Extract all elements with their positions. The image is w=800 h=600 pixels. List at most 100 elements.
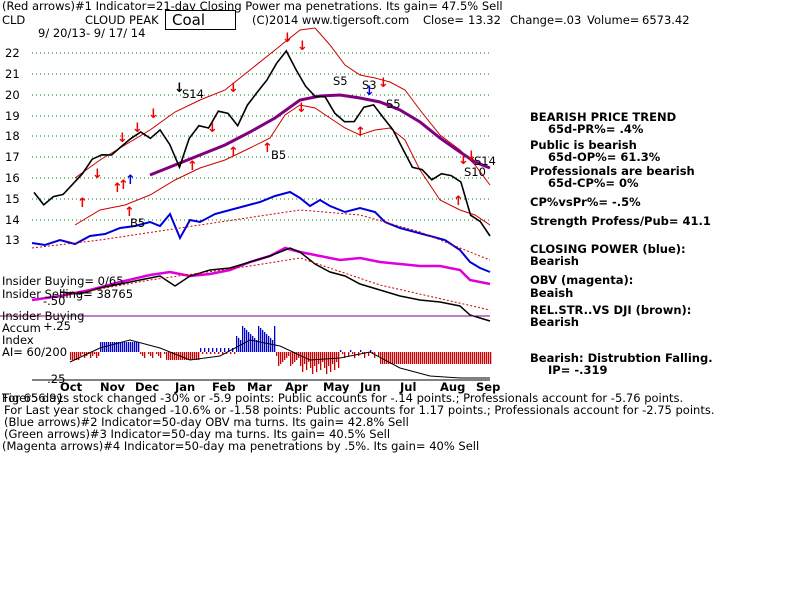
footer-line-4: (Green arrows)#3 Indicator=50-day ma tur… — [4, 427, 391, 441]
accum-bar — [444, 352, 446, 364]
accum-bar — [254, 338, 256, 352]
accum-bar — [198, 352, 200, 360]
accum-bar — [200, 348, 202, 352]
minus50-label: -.50 — [43, 294, 66, 308]
accum-bar — [132, 342, 134, 352]
change-value: .03 — [563, 13, 582, 27]
accum-bar — [110, 342, 112, 352]
accum-bar — [412, 352, 414, 364]
month-jul: Jul — [400, 380, 417, 394]
accum-bar — [122, 342, 124, 352]
accum-bar — [204, 348, 206, 352]
accum-bar — [490, 352, 492, 364]
accum-bar — [130, 342, 132, 352]
accum-bar — [476, 352, 478, 364]
accum-bar — [364, 352, 366, 358]
indicator-line-1: (Red arrows)#1 Indicator=21-day Closing … — [2, 0, 503, 13]
svg-text:↓: ↓ — [132, 121, 143, 136]
minus25-label: -.25 — [43, 372, 66, 386]
accum-bar — [448, 352, 450, 364]
accum-bar — [166, 352, 168, 360]
accum-bar — [168, 352, 170, 360]
ai-label: AI= 60/200 — [2, 345, 68, 359]
accum-bar — [272, 340, 274, 352]
plus25-label: +.25 — [43, 319, 71, 333]
accum-bar — [232, 348, 234, 352]
svg-text:↓: ↓ — [458, 153, 469, 168]
accum-bar — [158, 352, 160, 356]
accum-bar — [76, 352, 78, 360]
accum-bar — [144, 352, 146, 358]
accum-bar — [368, 352, 370, 356]
accum-bar — [222, 352, 224, 354]
distrib-title: Bearish: Distrubtion Falling. — [530, 351, 713, 365]
price-label-20: 20 — [5, 88, 20, 102]
price-label-15: 15 — [5, 192, 20, 206]
accum-bar — [236, 336, 238, 352]
accum-bar — [478, 352, 480, 364]
accum-bar — [336, 352, 338, 362]
accum-bar — [488, 352, 490, 364]
annot-s3: S3 — [362, 78, 377, 92]
accum-bar — [156, 352, 158, 354]
accum-bar — [234, 352, 236, 354]
insider-buying-label-2: Insider Buying — [2, 309, 85, 323]
svg-text:↓: ↓ — [297, 39, 308, 54]
accum-bar — [404, 352, 406, 364]
accum-bar — [324, 352, 326, 368]
accum-bar — [140, 352, 142, 354]
accum-bar — [174, 352, 176, 360]
accum-bar — [486, 352, 488, 364]
accum-bar — [452, 352, 454, 364]
accum-bar — [264, 332, 266, 352]
price-label-13: 13 — [5, 233, 20, 247]
svg-text:↑: ↑ — [112, 181, 123, 196]
accum-bar — [274, 326, 276, 352]
pr-value: 65d-PR%= .4% — [548, 122, 644, 136]
accum-bar — [464, 352, 466, 364]
accum-bar — [330, 352, 332, 372]
price-label-22: 22 — [5, 46, 20, 60]
accum-bar — [290, 352, 292, 366]
accum-bar — [424, 352, 426, 364]
obv-title: OBV (magenta): — [530, 273, 634, 287]
svg-text:↑: ↑ — [355, 125, 366, 140]
accum-ma — [69, 339, 490, 379]
accum-bar — [114, 342, 116, 352]
accum-bar — [458, 352, 460, 364]
accum-bar — [98, 352, 100, 356]
accum-bar — [136, 342, 138, 352]
month-sep: Sep — [476, 380, 501, 394]
accum-bar — [420, 352, 422, 364]
accum-bar — [72, 352, 74, 360]
accum-bar — [190, 352, 192, 360]
svg-text:↓: ↓ — [117, 131, 128, 146]
month-mar: Mar — [247, 380, 272, 394]
month-oct: Oct — [60, 380, 83, 394]
accum-bar — [344, 352, 346, 358]
accum-bar — [258, 326, 260, 352]
closing-power-ma — [31, 209, 491, 261]
annot-b5-low: B5 — [130, 216, 146, 230]
accum-bar — [402, 352, 404, 364]
annot-b5-mid: B5 — [271, 148, 287, 162]
accum-bar — [128, 342, 130, 352]
accum-bar — [278, 352, 280, 366]
month-jun: Jun — [360, 380, 381, 394]
footer-line-1: For 65 days stock changed -30% or -5.9 p… — [2, 391, 684, 405]
accum-bar — [472, 352, 474, 364]
relstr-ma — [59, 257, 491, 311]
accum-bar — [118, 342, 120, 352]
lower-band-line — [74, 104, 491, 226]
accum-bar — [360, 350, 362, 352]
accum-bar — [250, 334, 252, 352]
prof-title: Professionals are bearish — [530, 164, 695, 178]
op-value: 65d-OP%= 61.3% — [548, 150, 661, 164]
trend-title: BEARISH PRICE TREND — [530, 110, 677, 124]
accum-bar — [270, 338, 272, 352]
month-feb: Feb — [212, 380, 236, 394]
accum-bar — [120, 342, 122, 352]
volume-label: Volume= — [587, 13, 640, 27]
ip-value: IP= -.319 — [548, 363, 608, 377]
svg-text:↑: ↑ — [453, 194, 464, 209]
